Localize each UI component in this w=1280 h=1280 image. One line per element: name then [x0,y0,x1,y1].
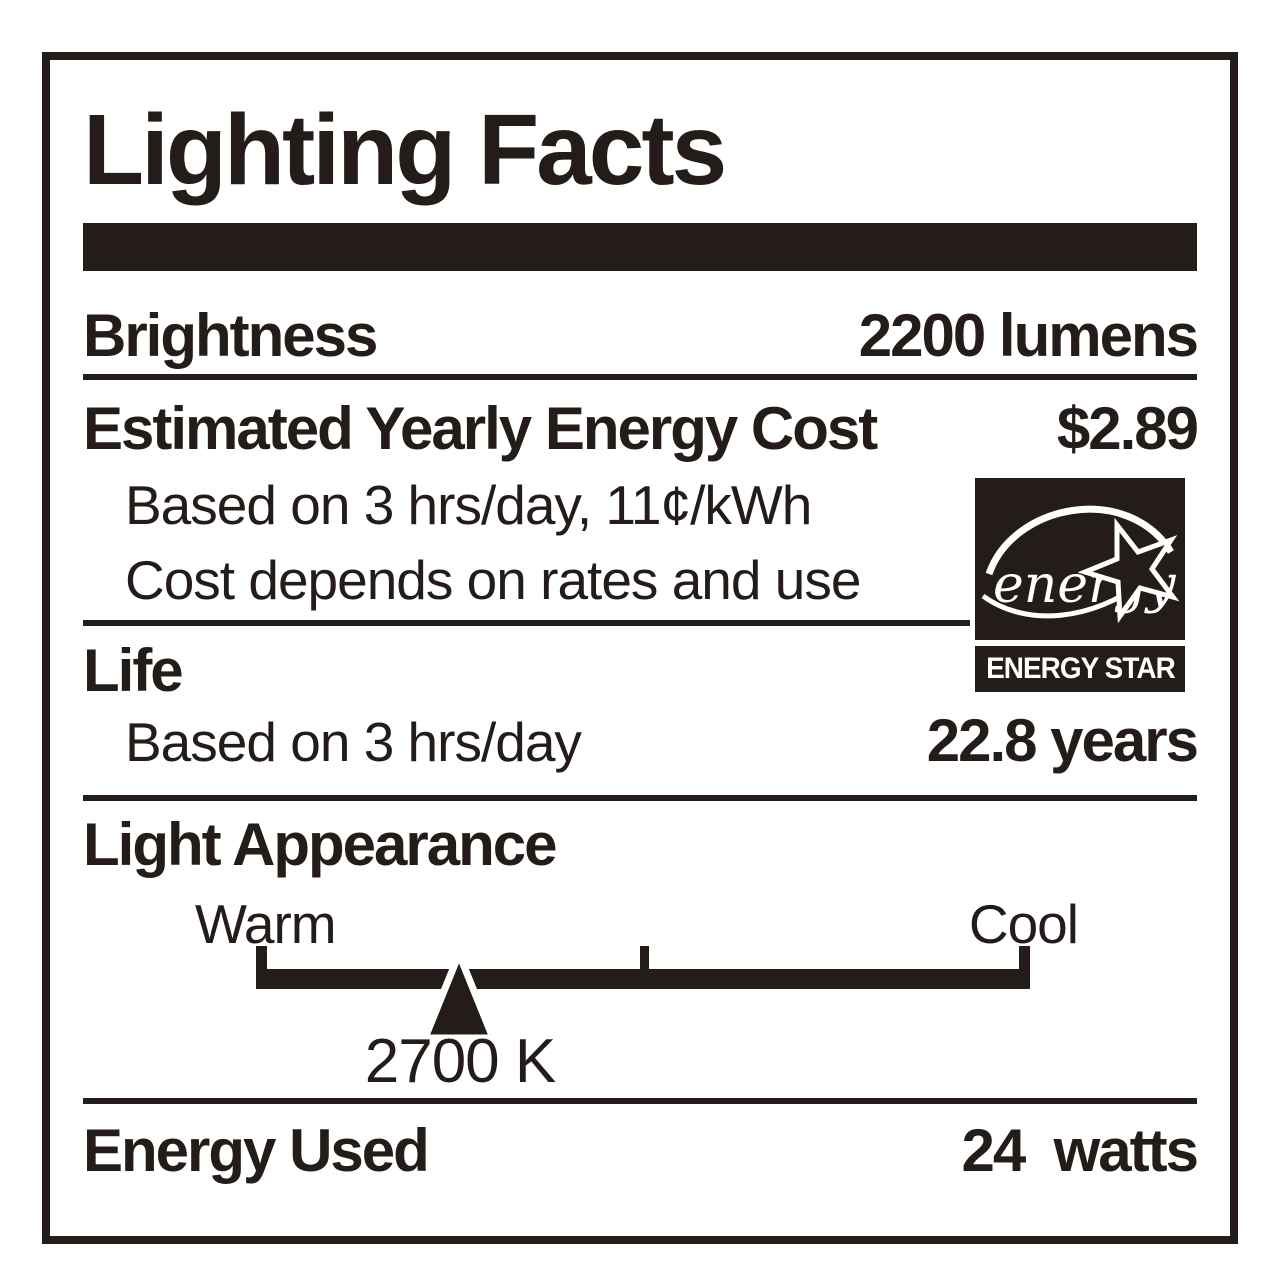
energy-cost-note-1: Based on 3 hrs/day, 11¢/kWh [125,474,812,536]
life-note: Based on 3 hrs/day [125,711,582,773]
section-divider [83,620,970,626]
kelvin-marker-triangle [419,944,499,1042]
life-row: Based on 3 hrs/day 22.8 years [83,707,1199,774]
lighting-facts-label: Lighting Facts Brightness 2200 lumens Es… [42,52,1238,1244]
title-divider-bar [83,223,1197,271]
page-title: Lighting Facts [83,94,727,206]
energy-used-row: Energy Used 24 watts [83,1117,1199,1184]
energy-cost-row: Estimated Yearly Energy Cost $2.89 [83,395,1199,462]
scale-tick-left [256,946,267,989]
energy-star-star-icon [1077,517,1180,624]
cool-label: Cool [968,893,1079,955]
kelvin-value: 2700 K [364,1027,557,1096]
light-appearance-heading: Light Appearance [83,811,558,878]
energy-star-arch-swoosh [985,505,1174,576]
brightness-label: Brightness [83,302,378,369]
scale-tick-right [1019,946,1030,989]
energy-used-value: 24 watts [961,1117,1199,1184]
brightness-value: 2200 lumens [858,302,1199,369]
section-divider [83,374,1197,380]
scale-bar [256,969,1030,989]
warm-label: Warm [195,893,337,955]
energy-cost-value: $2.89 [1056,395,1199,462]
scale-tick-middle [640,946,649,989]
section-divider [83,1098,1197,1104]
life-heading: Life [83,637,184,704]
energy-star-caption-strip: ENERGY STAR [975,646,1185,692]
life-value: 22.8 years [926,707,1199,774]
kelvin-scale [256,944,1030,1042]
energy-used-label: Energy Used [83,1117,430,1184]
energy-star-caption: ENERGY STAR [985,652,1176,685]
energy-cost-label: Estimated Yearly Energy Cost [83,395,878,462]
energy-cost-note-2: Cost depends on rates and use [125,549,861,611]
section-divider [83,795,1197,801]
energy-star-logo: energy ENERGY STAR [975,478,1185,692]
brightness-row: Brightness 2200 lumens [83,302,1199,369]
energy-star-mark: energy [975,478,1185,640]
